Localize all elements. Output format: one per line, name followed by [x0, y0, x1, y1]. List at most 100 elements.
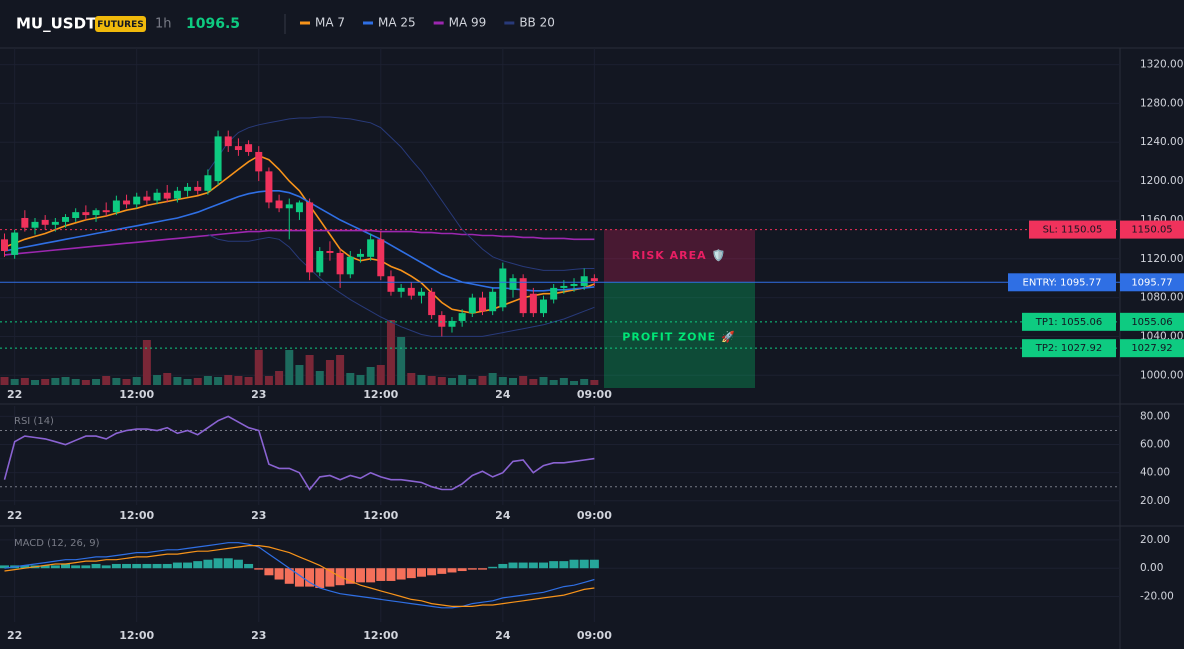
- volume-bar: [417, 375, 426, 385]
- histogram-bar: [366, 568, 376, 583]
- x-tick-label: 09:00: [577, 509, 612, 522]
- volume-bar: [234, 376, 243, 385]
- volume-bar: [570, 381, 579, 385]
- macd-line: [4, 542, 595, 609]
- candle-body: [184, 186, 192, 191]
- ma-line: [4, 190, 595, 292]
- candle-body: [234, 146, 242, 151]
- x-tick-label: 09:00: [577, 629, 612, 642]
- candle-body: [519, 278, 527, 314]
- histogram-bar: [457, 568, 467, 572]
- candle-body: [529, 293, 537, 314]
- histogram-bar: [427, 568, 437, 576]
- legend-entry: MA 7: [315, 16, 345, 30]
- y-tick-label: 1280.00: [1140, 97, 1183, 109]
- volume-bar: [315, 371, 324, 385]
- histogram-bar: [111, 563, 121, 569]
- candle-body: [163, 192, 171, 199]
- histogram-bar: [254, 568, 264, 570]
- histogram-bar: [101, 565, 111, 569]
- volume-bar: [407, 373, 416, 385]
- x-tick-label: 23: [251, 509, 266, 522]
- y-tick-label: 1000.00: [1140, 369, 1183, 381]
- histogram-bar: [294, 568, 304, 587]
- histogram-bar: [396, 568, 406, 580]
- volume-bar: [183, 379, 192, 385]
- candle-body: [133, 196, 141, 205]
- level-value: 1150.05: [1131, 225, 1172, 236]
- candle-body: [285, 204, 293, 209]
- candle-body: [173, 190, 181, 199]
- histogram-bar: [172, 562, 182, 569]
- volume-bar: [163, 373, 172, 385]
- candle-body: [428, 291, 436, 316]
- x-tick-label: 09:00: [577, 388, 612, 401]
- volume-bar: [153, 375, 162, 385]
- candle-body: [478, 297, 486, 312]
- pane-title: MACD (12, 26, 9): [14, 538, 100, 549]
- candle-body: [102, 210, 110, 213]
- histogram-bar: [81, 565, 91, 569]
- level-value-bg: [1120, 220, 1184, 239]
- candle-body: [356, 253, 364, 257]
- volume-bar: [214, 377, 223, 385]
- histogram-bar: [569, 559, 579, 569]
- legend-entry: BB 20: [519, 16, 555, 30]
- volume-bar: [71, 379, 80, 385]
- candle-body: [1, 239, 8, 251]
- histogram-bar: [132, 563, 142, 569]
- x-tick-label: 23: [251, 388, 266, 401]
- x-tick-label: 12:00: [363, 629, 398, 642]
- volume-bar: [325, 360, 334, 385]
- bb-upper: [207, 116, 595, 271]
- histogram-bar: [518, 562, 528, 569]
- y-tick-label: 80.00: [1140, 410, 1170, 422]
- level-value-bg: [1120, 273, 1184, 292]
- histogram-bar: [223, 558, 233, 569]
- candle-body: [11, 232, 19, 255]
- candle-body: [72, 212, 80, 218]
- histogram-bar: [528, 562, 538, 569]
- symbol: MU_USDT: [16, 15, 97, 33]
- histogram-bar: [284, 568, 294, 584]
- volume-bar: [447, 378, 456, 385]
- histogram-bar: [193, 561, 203, 569]
- histogram-bar: [91, 563, 101, 569]
- candle-body: [448, 320, 456, 327]
- candle-body: [417, 291, 425, 296]
- candle-body: [346, 256, 354, 275]
- candle-body: [550, 287, 558, 300]
- candle-body: [245, 144, 253, 152]
- candle-body: [62, 217, 70, 222]
- x-tick-label: 12:00: [363, 388, 398, 401]
- x-tick-label: 22: [7, 509, 22, 522]
- x-tick-label: 12:00: [119, 629, 154, 642]
- volume-bar: [580, 379, 589, 385]
- histogram-bar: [498, 563, 508, 569]
- volume-bar: [112, 378, 121, 385]
- candle-body: [82, 212, 90, 216]
- volume-bar: [31, 380, 40, 385]
- y-tick-label: 1320.00: [1140, 59, 1183, 71]
- histogram-bar: [203, 559, 213, 569]
- badge-bg: [95, 16, 146, 32]
- y-tick-label: 20.00: [1140, 495, 1170, 507]
- histogram-bar: [376, 568, 386, 581]
- histogram-bar: [40, 565, 50, 569]
- candle-body: [51, 221, 59, 225]
- histogram-bar: [0, 565, 9, 569]
- volume-bar: [386, 320, 395, 385]
- x-tick-label: 24: [495, 629, 511, 642]
- volume-bar: [264, 376, 273, 385]
- candle-body: [224, 136, 232, 147]
- candle-body: [590, 278, 598, 282]
- volume-bar: [254, 350, 263, 385]
- volume-bar: [376, 365, 385, 385]
- volume-bar: [509, 378, 517, 385]
- legend-entry: MA 99: [449, 16, 487, 30]
- x-tick-label: 12:00: [363, 509, 398, 522]
- zone-label: RISK AREA 🛡️: [632, 249, 726, 262]
- candle-body: [265, 171, 273, 203]
- histogram-bar: [213, 558, 223, 569]
